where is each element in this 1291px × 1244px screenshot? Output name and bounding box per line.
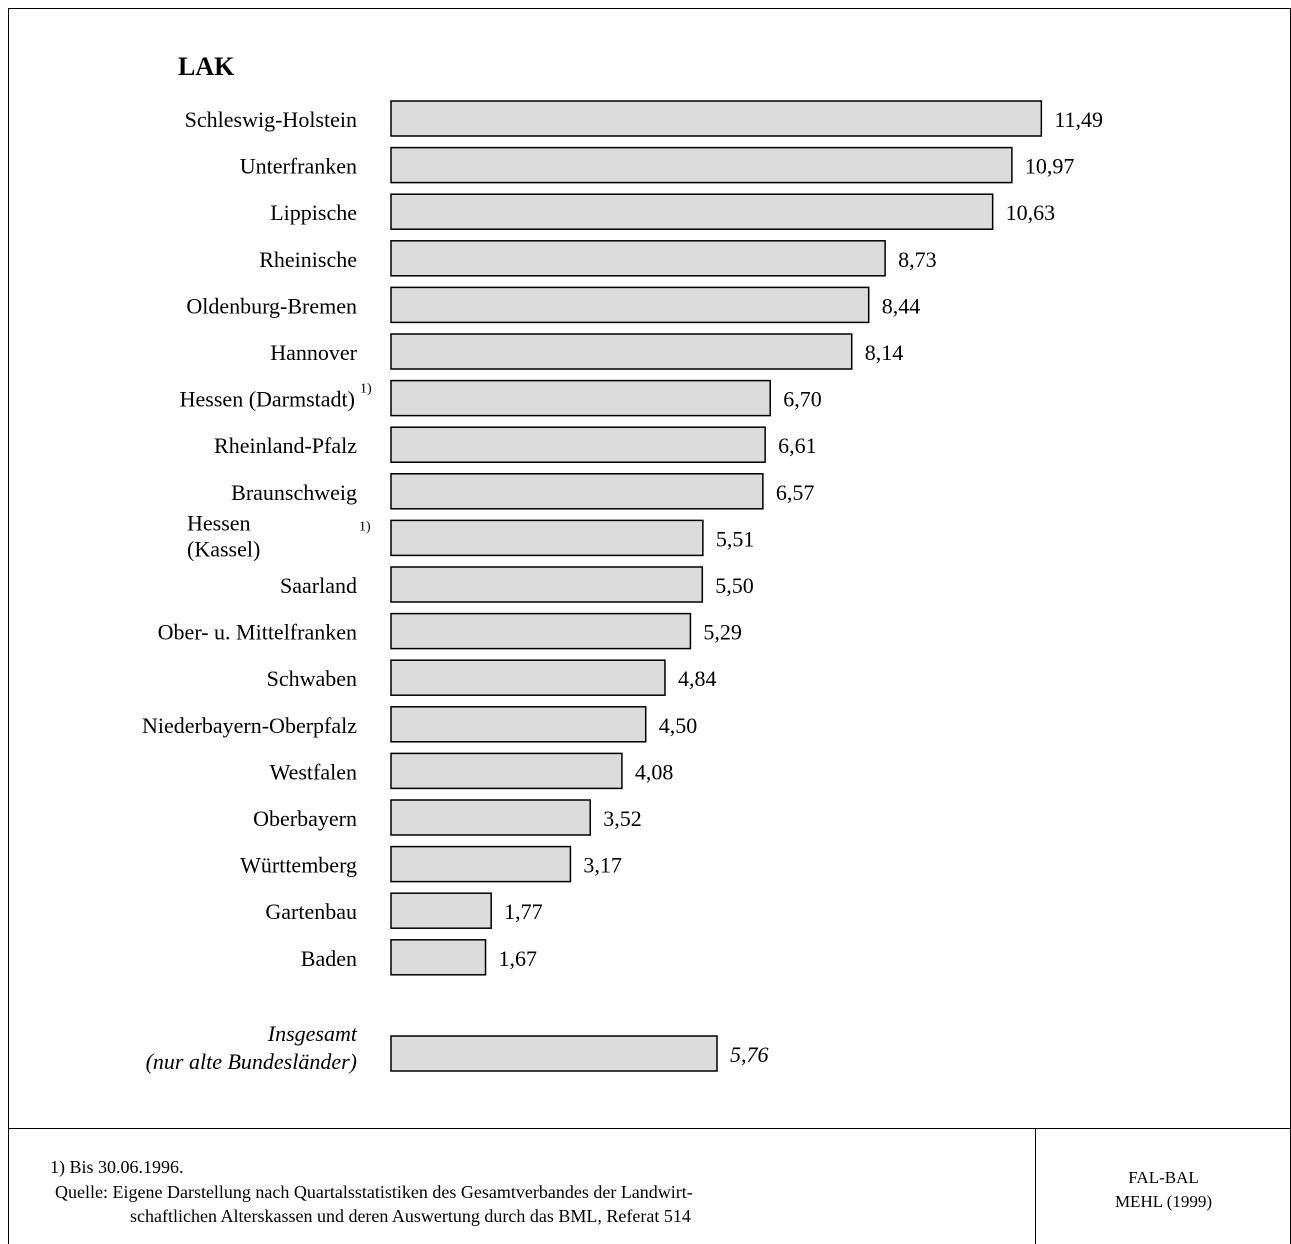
category-label: Ober- u. Mittelfranken [158,620,357,645]
bar [390,752,623,790]
bar [390,100,1043,137]
bar [390,519,704,557]
category-label: Württemberg [240,853,357,878]
bar [390,473,764,510]
value-label: 5,50 [715,573,754,598]
category-label: Gartenbau [265,899,357,924]
category-label: Unterfranken [240,154,357,179]
category-label: Saarland [280,573,357,598]
bar [390,659,666,696]
value-label: 5,29 [703,620,742,645]
footnote-marker: 1) [359,519,371,534]
bar [390,706,647,743]
value-label: 6,70 [783,387,822,412]
value-label: 11,49 [1054,107,1103,132]
value-label: 4,08 [635,759,674,784]
bar [390,892,492,929]
category-label: (Kassel) [187,536,260,561]
footer-divider [1035,1128,1036,1244]
value-label: 8,14 [865,340,904,365]
category-label: Rheinland-Pfalz [214,433,357,458]
chart-title: LAK [178,52,235,81]
credit-author: MEHL (1999) [1114,1192,1213,1211]
total-value-label: 5,76 [730,1042,769,1067]
credit-institution: FAL-BAL [1128,1168,1199,1187]
value-label: 3,52 [603,806,642,831]
category-label: Baden [301,946,357,971]
value-label: 4,84 [678,666,717,691]
value-label: 8,44 [882,293,921,318]
bar [390,612,692,650]
value-label: 1,77 [504,899,543,924]
bar [390,146,1013,184]
value-label: 6,61 [778,433,817,458]
category-label: Schleswig-Holstein [185,107,357,132]
bar [390,379,771,417]
value-label: 6,57 [776,480,815,505]
bar [390,939,487,976]
source-line-1: Quelle: Eigene Darstellung nach Quartals… [55,1182,693,1202]
category-label: Lippische [270,200,357,225]
value-label: 3,17 [583,853,622,878]
category-label: Oldenburg-Bremen [186,293,357,318]
source-line-2: schaftlichen Alterskassen und deren Ausw… [130,1206,691,1226]
category-label: Oberbayern [253,806,357,831]
total-bar [390,1035,718,1072]
category-label: Rheinische [259,247,357,272]
category-label: Braunschweig [231,480,357,505]
value-label: 8,73 [898,247,937,272]
footnote-marker: 1) [360,382,372,397]
bar [390,240,886,277]
bar [390,799,591,836]
bar-chart: 11,49 Schleswig-Holstein 10,97 Unterfranken… [142,100,1103,1074]
value-label: 1,67 [499,946,537,971]
category-label: Hessen (Darmstadt) [180,387,355,412]
value-label: 4,50 [659,713,698,738]
bar [390,566,704,603]
total-label: Insgesamt [267,1021,358,1046]
bar [390,845,572,883]
total-label: (nur alte Bundesländer) [146,1049,357,1074]
bar [390,333,853,370]
bar [390,286,870,324]
value-label: 5,51 [716,526,755,551]
category-label: Niederbayern-Oberpfalz [142,713,357,738]
value-label: 10,63 [1006,200,1055,225]
footnote: 1) Bis 30.06.1996. [50,1157,184,1177]
footer-rule [8,1128,1291,1129]
bar [390,193,994,230]
bar [390,426,766,463]
category-label: Westfalen [270,759,357,784]
value-label: 10,97 [1025,154,1075,179]
category-label: Hessen [187,510,251,535]
category-label: Schwaben [267,666,357,691]
category-label: Hannover [270,340,357,365]
